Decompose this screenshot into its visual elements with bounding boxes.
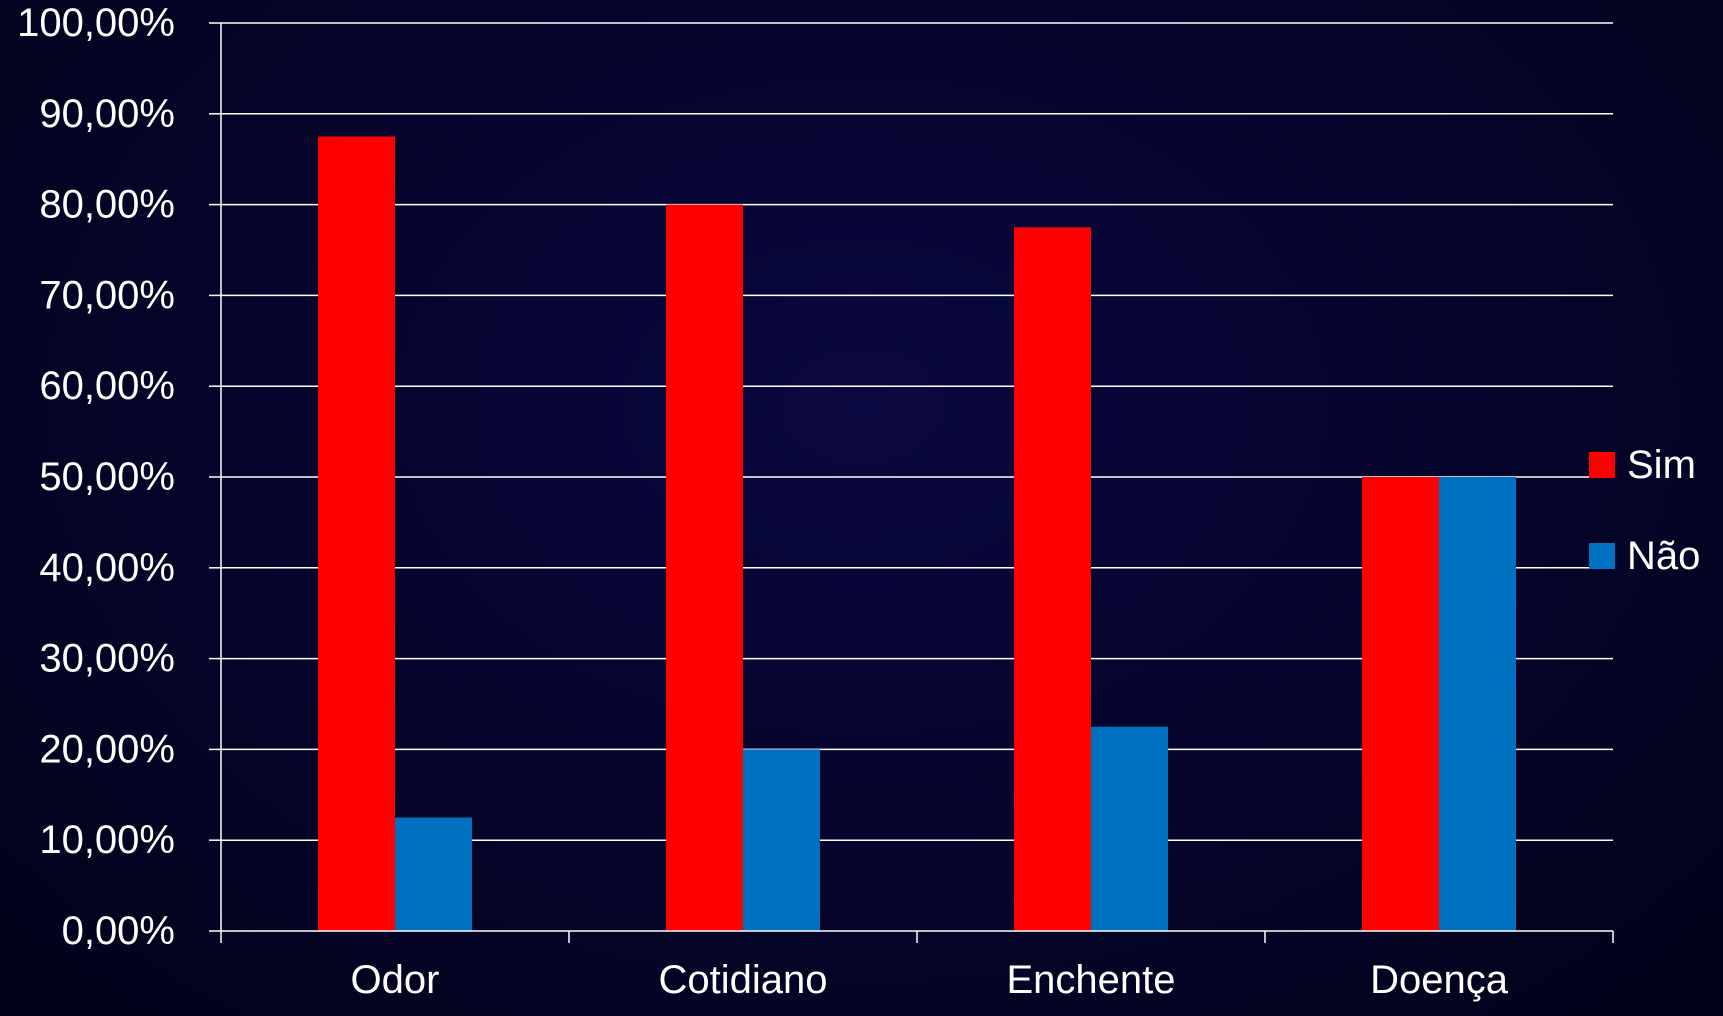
x-tick-label: Odor: [351, 958, 440, 1002]
y-tick-label: 70,00%: [39, 273, 175, 317]
y-tick-label: 0,00%: [62, 909, 175, 953]
y-tick-label: 100,00%: [17, 1, 175, 45]
legend-swatch: [1589, 452, 1615, 478]
bar-nao-2: [1091, 726, 1168, 931]
axes: [209, 22, 1614, 943]
bar-sim-1: [666, 204, 743, 932]
bar-sim-3: [1362, 477, 1439, 931]
legend: Sim Não: [1589, 443, 1700, 578]
grid-lines: [221, 22, 1613, 841]
x-tick-label: Cotidiano: [658, 958, 827, 1002]
y-tick-label: 40,00%: [39, 546, 175, 590]
legend-label: Não: [1627, 534, 1700, 578]
y-tick-label: 10,00%: [39, 818, 175, 862]
y-tick-label: 60,00%: [39, 364, 175, 408]
x-tick-label: Enchente: [1006, 958, 1175, 1002]
x-axis-category-labels: Odor Cotidiano Enchente Doença: [351, 958, 1509, 1002]
y-tick-label: 90,00%: [39, 92, 175, 136]
bars: [318, 136, 1516, 932]
legend-label: Sim: [1627, 443, 1696, 487]
y-tick-label: 30,00%: [39, 637, 175, 681]
legend-swatch: [1589, 543, 1615, 569]
bar-sim-0: [318, 136, 395, 931]
y-tick-label: 20,00%: [39, 727, 175, 771]
x-tick-label: Doença: [1370, 958, 1509, 1002]
y-tick-label: 80,00%: [39, 183, 175, 227]
bar-nao-3: [1439, 477, 1516, 931]
bar-sim-2: [1014, 227, 1091, 932]
bar-nao-1: [743, 749, 820, 931]
y-axis-tick-labels: 0,00% 10,00% 20,00% 30,00% 40,00% 50,00% 60,00…: [17, 1, 175, 953]
y-tick-label: 50,00%: [39, 455, 175, 499]
bar-nao-0: [395, 817, 472, 931]
